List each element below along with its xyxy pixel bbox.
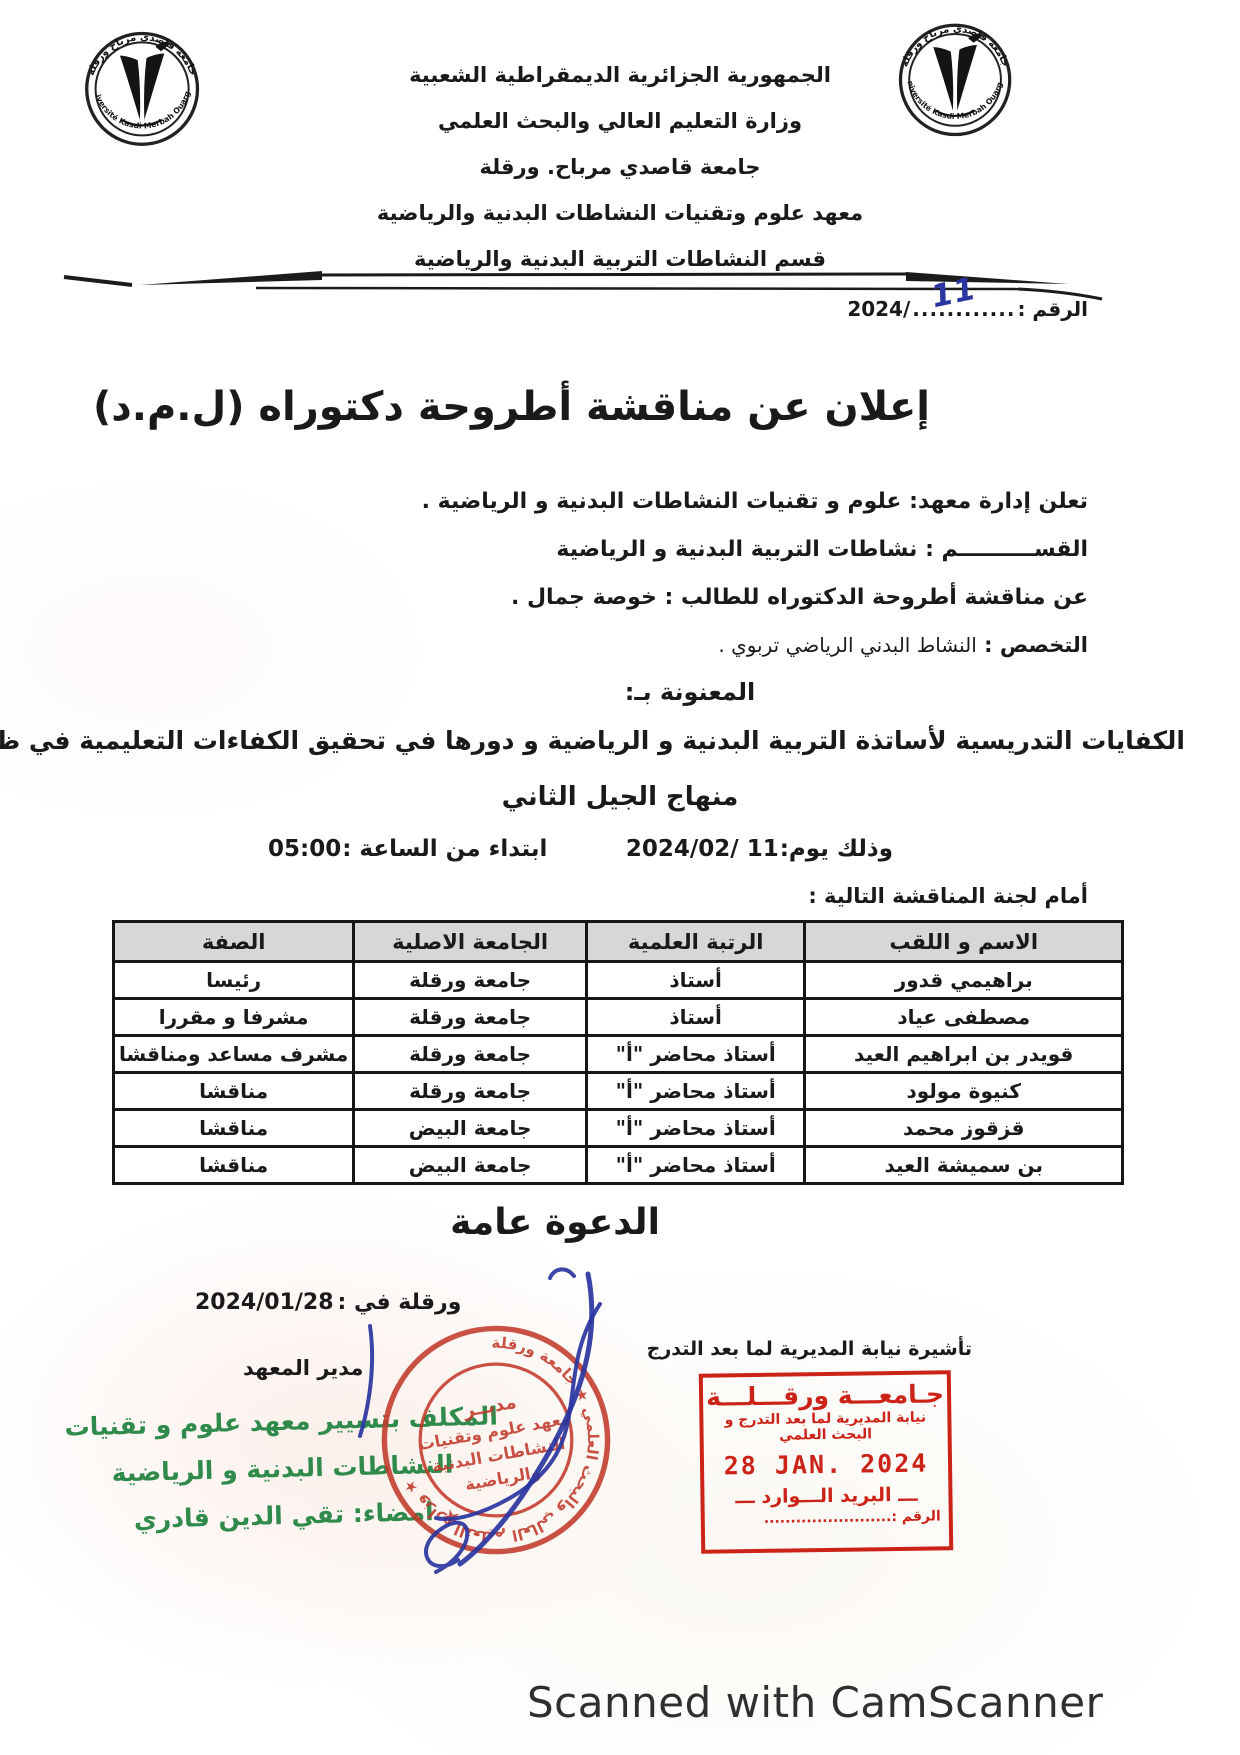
table-row: بن سميشة العيد أستاذ محاضر "أ" جامعة الب… (111, 1145, 1124, 1185)
issue-date: 2024/01/28 (195, 1290, 334, 1315)
student-label: عن مناقشة أطروحة الدكتوراه للطالب : (664, 585, 1089, 610)
member-rank: أستاذ محاضر "أ" (584, 1071, 807, 1111)
reference-number-line: 2024/ ............ 11 الرقم : (847, 270, 1088, 321)
university-seal-right-icon: جامعة قاصدي مرباح ورقلة Université Kasdi… (870, 10, 1012, 137)
specialty-value: النشاط البدني الرياضي تربوي . (718, 633, 977, 657)
defense-time-line: 05:00 ابتداء من الساعة : (268, 836, 547, 862)
defense-date-label: وذلك يوم: (779, 836, 893, 862)
place-label: ورقلة في : (337, 1290, 462, 1315)
member-rank: أستاذ محاضر "أ" (584, 1108, 807, 1148)
reference-year: 2024/ (847, 297, 911, 321)
page-title: إعلان عن مناقشة أطروحة دكتوراه (ل.م.د) (92, 384, 930, 430)
col-header-name: الاسم و اللقب (803, 920, 1124, 963)
department-line: القســــــــــم : نشاطات التربية البدنية… (556, 537, 1088, 562)
table-row: قويدر بن ابراهيم العيد أستاذ محاضر "أ" ج… (111, 1034, 1124, 1074)
col-header-rank: الرتبة العلمية (584, 920, 807, 963)
table-row: كنيوة مولود أستاذ محاضر "أ" جامعة ورقلة … (111, 1071, 1124, 1111)
member-rank: أستاذ (584, 960, 807, 1000)
specialty-label: التخصص : (984, 633, 1088, 657)
table-row: قزقوز محمد أستاذ محاضر "أ" جامعة البيض م… (111, 1108, 1124, 1148)
defense-date-value: 2024/02/ 11 (625, 836, 779, 862)
defense-date-line: 2024/02/ 11 وذلك يوم: (626, 836, 893, 862)
seal-arc-arabic: جامعة قاصدي مرباح ورقلة (86, 32, 199, 77)
signature-ink (358, 1267, 602, 1574)
letterhead-ministry: وزارة التعليم العالي والبحث العلمي (437, 109, 803, 133)
letterhead-institute: معهد علوم وتقنيات النشاطات البدنية والري… (376, 201, 864, 225)
member-university: جامعة ورقلة (352, 960, 588, 1000)
announce-line: تعلن إدارة معهد: علوم و تقنيات النشاطات … (421, 489, 1088, 514)
member-role: مناقشا (111, 1145, 356, 1185)
member-role: رئيسا (111, 960, 356, 1000)
camscanner-watermark: Scanned with CamScanner (527, 1678, 1104, 1727)
committee-table: الاسم و اللقب الرتبة العلمية الجامعة الا… (111, 920, 1124, 1185)
member-name: مصطفى عياد (803, 997, 1124, 1037)
member-role: مشرفا و مقررا (111, 997, 356, 1037)
member-rank: أستاذ (584, 997, 807, 1037)
open-invitation-text: الدعوة عامة (450, 1202, 660, 1243)
committee-intro: أمام لجنة المناقشة التالية : (808, 884, 1088, 908)
letterhead-university: جامعة قاصدي مرباح. ورقلة (479, 155, 761, 179)
stamp-department: نيابة المديرية لما بعد التدرج و البحث ال… (724, 1409, 927, 1444)
dotted-line: ............ (912, 297, 1016, 321)
student-name: خوصة جمال . (510, 585, 657, 610)
member-name: بن سميشة العيد (803, 1145, 1124, 1185)
specialty-line: التخصص : النشاط البدني الرياضي تربوي . (718, 633, 1088, 657)
divider-ornament (63, 271, 1103, 301)
member-role: مشرف مساعد ومناقشا (111, 1034, 356, 1074)
university-seal-left-icon: جامعة قاصدي مرباح ورقلة Université Kasdi… (55, 18, 200, 146)
member-name: قويدر بن ابراهيم العيد (803, 1034, 1124, 1074)
stamp-university: جـامعـــة ورقـــلـــة (705, 1379, 945, 1412)
table-header-row: الاسم و اللقب الرتبة العلمية الجامعة الا… (111, 920, 1124, 963)
stamp-date: 28 JAN. 2024 (723, 1448, 929, 1481)
col-header-role: الصفة (111, 920, 356, 963)
member-rank: أستاذ محاضر "أ" (584, 1034, 807, 1074)
thesis-title-line1: الكفايات التدريسية لأساتذة التربية البدن… (0, 726, 1185, 755)
reference-dots: ............ 11 (912, 270, 1016, 321)
reference-label: الرقم : (1017, 297, 1088, 321)
student-line: عن مناقشة أطروحة الدكتوراه للطالب : خوصة… (511, 585, 1088, 610)
defense-time-label: ابتداء من الساعة : (342, 836, 548, 862)
letterhead-republic: الجمهورية الجزائرية الديمقراطية الشعبية (409, 63, 831, 87)
table-row: مصطفى عياد أستاذ جامعة ورقلة مشرفا و مقر… (111, 997, 1124, 1037)
member-name: كنيوة مولود (803, 1071, 1124, 1111)
member-rank: أستاذ محاضر "أ" (584, 1145, 807, 1185)
visa-label: تأشيرة نيابة المديرية لما بعد التدرج (646, 1338, 972, 1360)
defense-time-value: 05:00 (268, 836, 342, 862)
member-university: جامعة ورقلة (352, 1071, 588, 1111)
stamp-incoming-mail: ـــ البريد الـــوارد ـــ (735, 1483, 918, 1509)
thesis-title-line2: منهاج الجيل الثاني (501, 782, 739, 812)
place-date-line: 2024/01/28 ورقلة في : (195, 1290, 461, 1315)
table-row: براهيمي قدور أستاذ جامعة ورقلة رئيسا (111, 960, 1124, 1000)
director-title: مدير المعهد (243, 1356, 364, 1380)
col-header-university: الجامعة الاصلية (352, 920, 588, 963)
letterhead: الجمهورية الجزائرية الديمقراطية الشعبية … (310, 52, 930, 282)
letterhead-department: قسم النشاطات التربية البدنية والرياضية (414, 247, 826, 271)
member-role: مناقشا (111, 1108, 356, 1148)
seal-arc-latin: Université Kasdi Merbah Ouargla (55, 18, 192, 131)
member-name: قزقوز محمد (803, 1108, 1124, 1148)
member-university: جامعة ورقلة (352, 1034, 588, 1074)
rectangular-stamp: جـامعـــة ورقـــلـــة نيابة المديرية لما… (698, 1370, 954, 1554)
svg-text:جامعة قاصدي مرباح ورقلة: جامعة قاصدي مرباح ورقلة (86, 32, 199, 77)
member-name: براهيمي قدور (803, 960, 1124, 1000)
entitled-label: المعنونة بـ: (624, 678, 756, 706)
member-university: جامعة ورقلة (352, 997, 588, 1037)
stamp-number-line: الرقم :........................ (763, 1508, 941, 1527)
member-university: جامعة البيض (352, 1145, 588, 1185)
member-university: جامعة البيض (352, 1108, 588, 1148)
member-role: مناقشا (111, 1071, 356, 1111)
svg-text:Université Kasdi Merbah Ouargl: Université Kasdi Merbah Ouargla (55, 18, 192, 131)
